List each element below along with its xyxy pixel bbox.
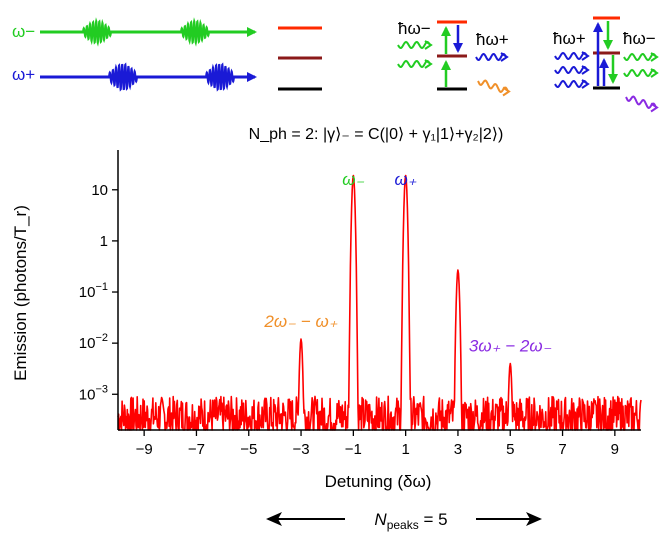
x-axis-label: Detuning (δω) xyxy=(325,472,432,491)
peak-annotation: 3ω₊ − 2ω₋ xyxy=(469,336,552,355)
photon-wavy-arrow-icon xyxy=(625,95,659,113)
energy-levels xyxy=(278,26,322,91)
peak-annotation: ω₋ xyxy=(342,170,364,189)
chart-title: N_ph = 2: |γ⟩₋ = C(|0⟩ + γ₁|1⟩+γ₂|2⟩) xyxy=(249,126,504,143)
peak-annotation: ω₊ xyxy=(395,170,417,189)
peak-annotation: 2ω₋ − ω₊ xyxy=(263,312,337,331)
omega-plus-pulse-label: ω+ xyxy=(12,65,35,84)
spectrum-plot: 10−3 10−2 10−1 1 10 −9 −7 −5 −3 −1 1 3 5 7 9 2ω₋ − ω₊… xyxy=(79,150,642,458)
npeaks-footer: Npeaks = 5 xyxy=(266,510,542,532)
x-tick-label: 3 xyxy=(454,441,462,458)
hbar-omega-minus-label-b: ħω− xyxy=(623,29,656,48)
photon-wavy-arrow-icon xyxy=(554,79,590,89)
x-tick-label: 9 xyxy=(611,441,619,458)
y-tick-label: 10 xyxy=(91,182,108,199)
photon-wavy-arrow-icon xyxy=(623,68,659,78)
x-tick-label: −5 xyxy=(240,441,257,458)
y-axis-ticks: 10−3 10−2 10−1 1 10 xyxy=(79,182,118,403)
x-tick-label: −3 xyxy=(292,441,309,458)
hbar-omega-minus-label-a: ħω− xyxy=(398,19,431,38)
y-tick-label: 10−1 xyxy=(79,281,108,301)
photon-wavy-arrow-icon xyxy=(623,52,659,62)
y-tick-label: 1 xyxy=(100,233,108,250)
omega-minus-pulse-2 xyxy=(180,17,210,47)
x-tick-label: 5 xyxy=(506,441,514,458)
y-axis-label: Emission (photons/T_r) xyxy=(11,205,30,381)
npeaks-label: Npeaks = 5 xyxy=(374,510,447,532)
omega-minus-pulse-1 xyxy=(82,17,112,47)
x-tick-label: −9 xyxy=(136,441,153,458)
emission-spectrum-line xyxy=(117,174,642,431)
x-tick-label: −1 xyxy=(345,441,362,458)
y-tick-label: 10−2 xyxy=(79,332,108,352)
photon-wavy-arrow-icon xyxy=(554,65,590,75)
omega-plus-pulse-1 xyxy=(108,62,138,92)
pulse-train-diagram: ω− ω+ xyxy=(12,17,257,92)
level-diagram-a: ħω− ħω+ xyxy=(397,19,511,97)
photon-wavy-arrow-icon xyxy=(397,40,433,50)
x-tick-label: 1 xyxy=(401,441,409,458)
y-tick-label: 10−3 xyxy=(79,383,108,403)
photon-wavy-arrow-icon xyxy=(554,51,590,61)
photon-wavy-arrow-icon xyxy=(397,59,433,69)
hbar-omega-plus-label-b: ħω+ xyxy=(553,29,586,48)
x-axis-ticks: −9 −7 −5 −3 −1 1 3 5 7 9 xyxy=(136,430,619,458)
x-tick-label: 7 xyxy=(558,441,566,458)
peak-annotations: 2ω₋ − ω₊ ω₋ ω₊ 3ω₊ − 2ω₋ xyxy=(263,170,551,355)
photon-wavy-arrow-icon xyxy=(477,79,511,97)
level-diagram-b: ħω+ ħω− xyxy=(553,16,659,113)
x-tick-label: −7 xyxy=(188,441,205,458)
photon-wavy-arrow-icon xyxy=(475,52,509,62)
omega-plus-pulse-2 xyxy=(205,62,235,92)
hbar-omega-plus-label-a: ħω+ xyxy=(476,30,509,49)
omega-minus-pulse-label: ω− xyxy=(12,22,35,41)
